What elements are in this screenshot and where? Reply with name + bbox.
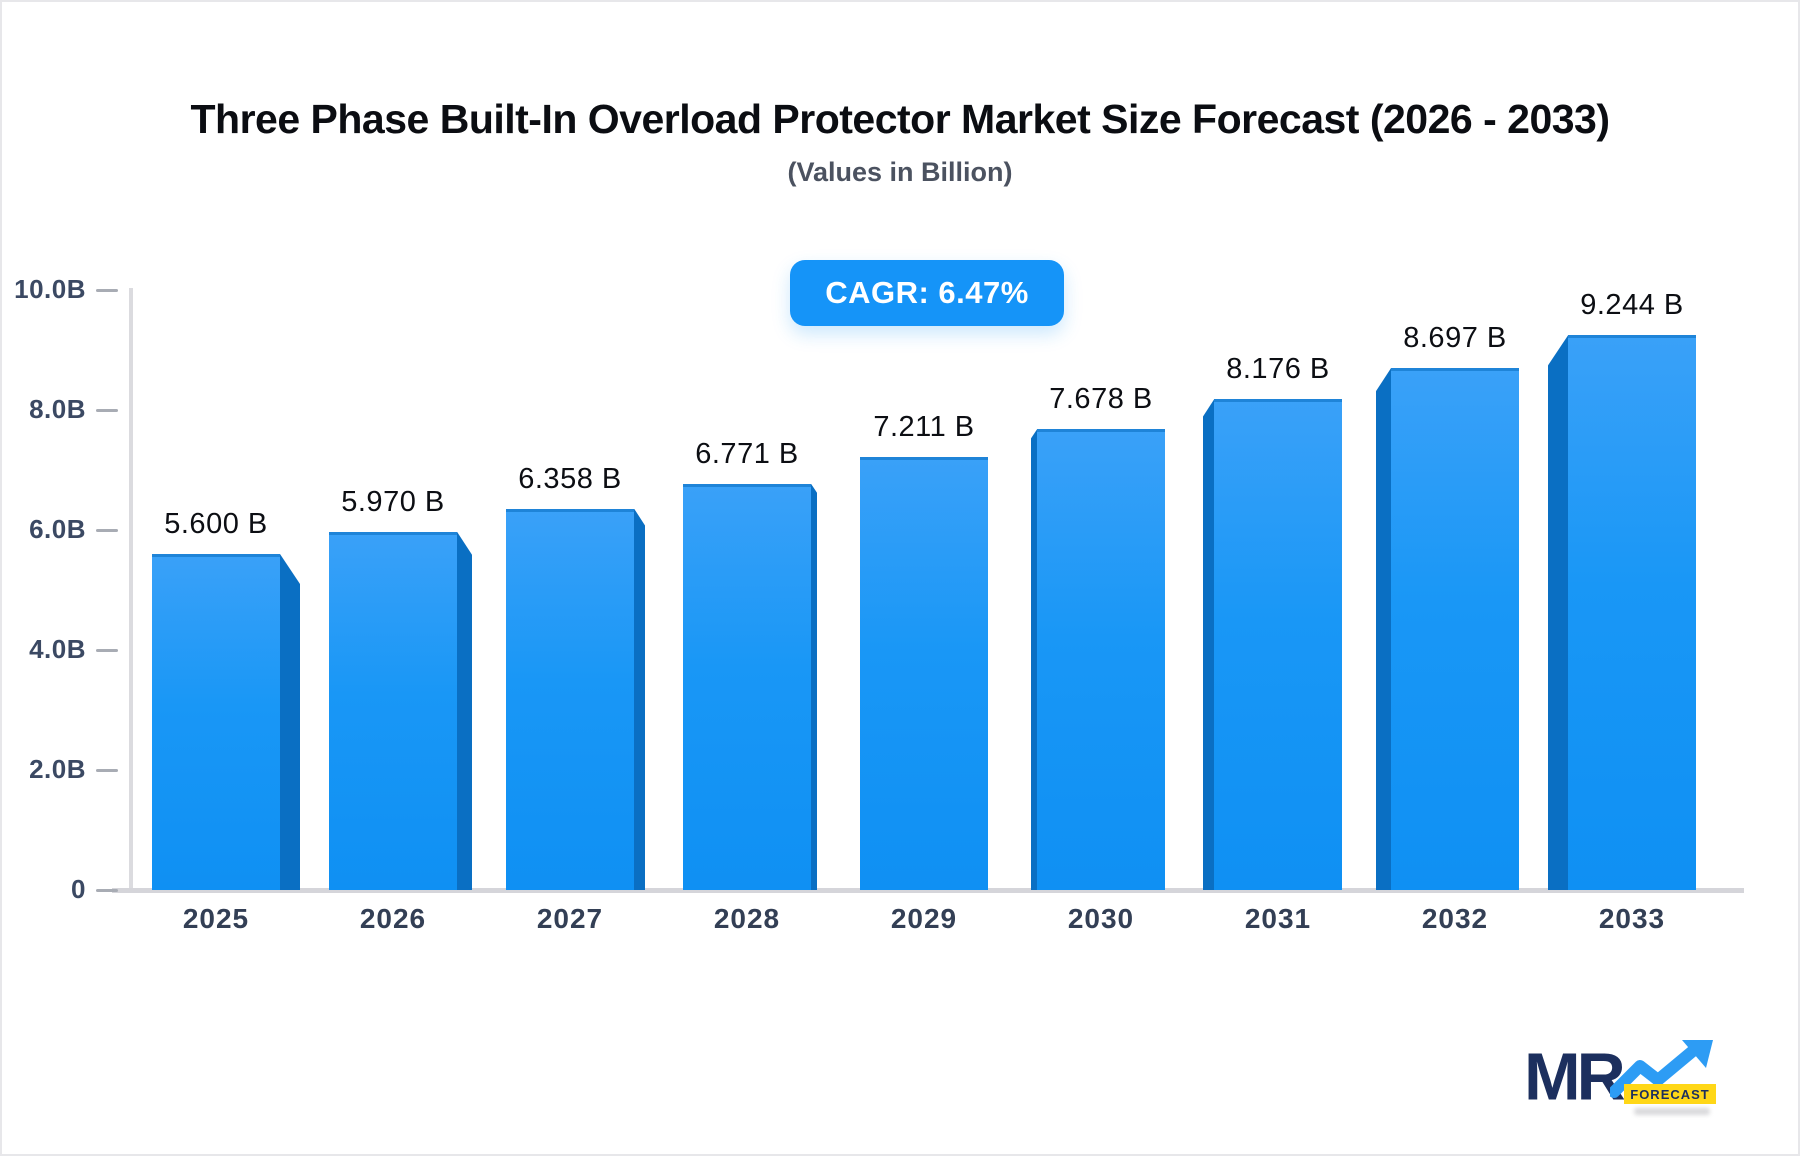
y-axis-tick-label: 2.0B	[29, 754, 86, 784]
bar-value-label: 8.697 B	[1403, 322, 1507, 355]
logo-trend-arrow-icon	[1610, 1040, 1713, 1098]
y-axis-tick-label: 8.0B	[29, 394, 86, 424]
chart-title: Three Phase Built-In Overload Protector …	[190, 96, 1610, 142]
x-axis-category-label: 2032	[1421, 903, 1489, 934]
cagr-badge-label: CAGR: 6.47%	[825, 275, 1029, 310]
bar	[683, 483, 811, 890]
bar-3d-side	[634, 508, 645, 890]
y-axis-tick-mark	[96, 289, 118, 292]
x-axis-category-label: 2025	[182, 903, 250, 934]
bar	[1568, 335, 1696, 890]
bar-3d-side	[280, 554, 300, 890]
bar-3d-side	[1376, 368, 1391, 890]
x-axis-baseline	[112, 888, 1744, 893]
x-axis-category-label: 2028	[713, 903, 781, 934]
bar-value-label: 7.678 B	[1049, 383, 1153, 416]
bar-value-label: 7.211 B	[873, 411, 975, 444]
y-axis-line	[129, 288, 133, 890]
y-axis-tick-mark	[96, 769, 118, 772]
bar-value-label: 9.244 B	[1580, 289, 1684, 322]
bar	[1391, 368, 1519, 890]
x-axis-category-label: 2027	[536, 903, 604, 934]
bar-3d-side	[1031, 429, 1037, 890]
logo-tagline-blur	[1634, 1108, 1710, 1115]
logo-mr-text: MR	[1524, 1039, 1626, 1115]
y-axis-tick-label: 6.0B	[29, 514, 86, 544]
x-axis-category-label: 2033	[1598, 903, 1666, 934]
y-axis-tick-mark	[96, 889, 118, 892]
logo-forecast-badge: FORECAST	[1624, 1084, 1716, 1104]
bar	[1037, 429, 1165, 890]
bar-3d-side	[811, 483, 817, 890]
bar-value-label: 5.600 B	[164, 508, 268, 540]
y-axis-tick-mark	[96, 409, 118, 412]
y-axis-tick-label: 10.0B	[14, 274, 86, 304]
bar-value-label: 6.771 B	[695, 437, 799, 470]
bar-3d-side	[1203, 399, 1214, 890]
bar-value-label: 5.970 B	[341, 485, 445, 518]
bar-value-label: 6.358 B	[518, 462, 622, 495]
bar	[506, 508, 634, 890]
bar-3d-side	[1548, 335, 1568, 890]
y-axis-tick-mark	[96, 529, 118, 532]
x-axis-category-label: 2026	[359, 903, 427, 934]
mr-forecast-logo: MR FORECAST	[1518, 1034, 1728, 1126]
bar	[1214, 399, 1342, 890]
bar-value-label: 8.176 B	[1226, 353, 1330, 386]
x-axis-category-label: 2031	[1244, 903, 1312, 934]
bar	[329, 531, 457, 890]
bar-3d-side	[457, 531, 472, 890]
cagr-badge: CAGR: 6.47%	[790, 260, 1064, 326]
y-axis-tick-label: 0	[71, 874, 86, 904]
x-axis-category-label: 2029	[890, 903, 958, 934]
bar	[152, 554, 280, 890]
y-axis-tick-label: 4.0B	[29, 634, 86, 664]
y-axis-tick-mark	[96, 649, 118, 652]
bar	[860, 457, 988, 890]
x-axis-category-label: 2030	[1067, 903, 1135, 934]
chart-header: Three Phase Built-In Overload Protector …	[2, 96, 1798, 188]
chart-subtitle: (Values in Billion)	[787, 157, 1013, 187]
